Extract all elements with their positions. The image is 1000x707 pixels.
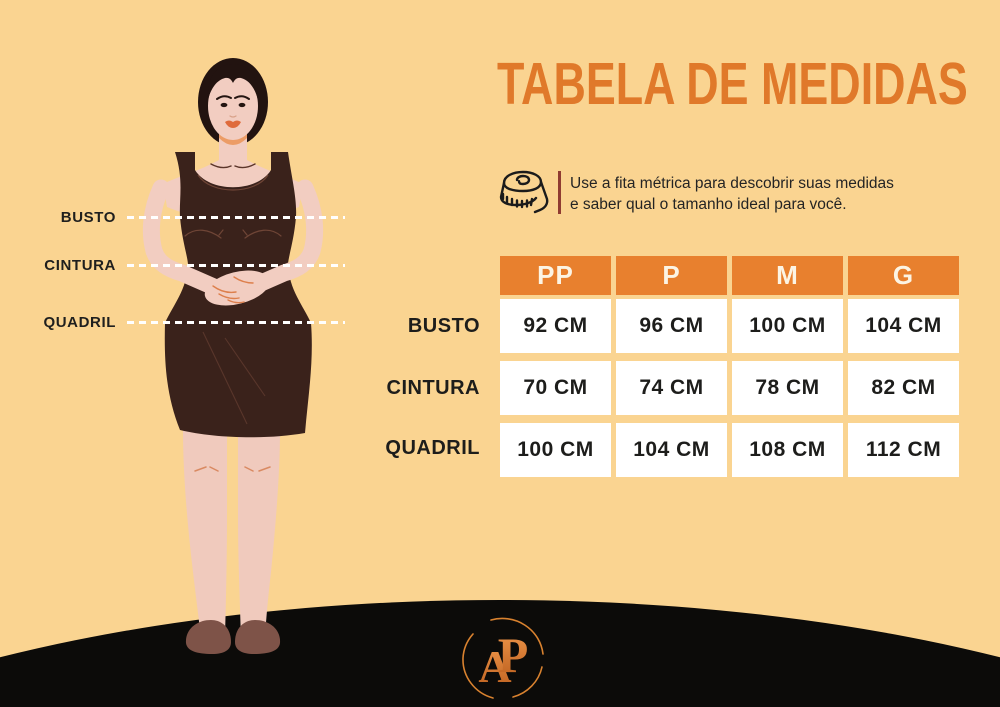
cintura-m: 78 CM [732, 361, 843, 415]
size-column-p: P [616, 256, 727, 295]
left-arm [142, 179, 223, 296]
right-shoe [235, 620, 281, 654]
bust-seams [184, 229, 282, 239]
size-table: PP P M G 92 CM 96 CM 100 CM 104 CM 70 CM… [500, 256, 960, 485]
hands [204, 270, 270, 306]
table-row-quadril: 100 CM 104 CM 108 CM 112 CM [500, 423, 960, 477]
cintura-g: 82 CM [848, 361, 959, 415]
size-column-g: G [848, 256, 959, 295]
quadril-pp: 100 CM [500, 423, 611, 477]
body-label-busto: BUSTO [60, 209, 116, 226]
size-column-m: M [732, 256, 843, 295]
cintura-pp: 70 CM [500, 361, 611, 415]
body-label-quadril: QUADRIL [43, 314, 116, 331]
page-title: TABELA DE MEDIDAS [497, 51, 968, 117]
size-table-header-row: PP P M G [500, 256, 960, 295]
logo-arc-right [512, 666, 543, 698]
tip-text: Use a fita métrica para descobrir suas m… [570, 173, 894, 215]
right-leg [238, 430, 280, 638]
right-eye [238, 102, 246, 108]
left-eye [220, 102, 228, 108]
brand-monogram-p: P [498, 627, 529, 683]
woman-illustration [142, 58, 324, 654]
collarbones [210, 163, 256, 169]
table-row-busto: 92 CM 96 CM 100 CM 104 CM [500, 299, 960, 353]
finger-lines [212, 276, 254, 304]
brand-logo: A P [462, 617, 544, 699]
quadril-g: 112 CM [848, 423, 959, 477]
quadril-p: 104 CM [616, 423, 727, 477]
lips [225, 120, 241, 128]
logo-arc-left [462, 633, 494, 699]
tip-line-2: e saber qual o tamanho ideal para você. [570, 196, 847, 213]
hair-front [207, 64, 259, 100]
logo-arc-top [490, 617, 544, 655]
right-arm [243, 179, 324, 296]
body-label-cintura: CINTURA [44, 257, 116, 274]
brand-monogram-a: A [478, 641, 511, 692]
eyebrows [216, 95, 250, 100]
busto-p: 96 CM [616, 299, 727, 353]
skirt-seams [202, 331, 266, 425]
face [208, 72, 258, 140]
bust-guide-line [127, 216, 345, 219]
table-row-cintura: 70 CM 74 CM 78 CM 82 CM [500, 361, 960, 415]
busto-g: 104 CM [848, 299, 959, 353]
row-label-quadril: QUADRIL [385, 437, 480, 459]
measuring-tape-icon [499, 170, 549, 214]
row-label-busto: BUSTO [407, 315, 480, 337]
left-shoe [185, 620, 231, 654]
busto-pp: 92 CM [500, 299, 611, 353]
quadril-m: 108 CM [732, 423, 843, 477]
waist-guide-line [127, 264, 345, 267]
left-leg [183, 430, 227, 638]
cintura-p: 74 CM [616, 361, 727, 415]
nose [229, 115, 237, 118]
tip-divider [558, 171, 561, 214]
tip-line-1: Use a fita métrica para descobrir suas m… [570, 175, 894, 192]
busto-m: 100 CM [732, 299, 843, 353]
size-column-pp: PP [500, 256, 611, 295]
neckline-seam [197, 174, 269, 191]
knee-marks [194, 466, 271, 472]
hip-guide-line [127, 321, 345, 324]
row-label-cintura: CINTURA [386, 377, 480, 399]
